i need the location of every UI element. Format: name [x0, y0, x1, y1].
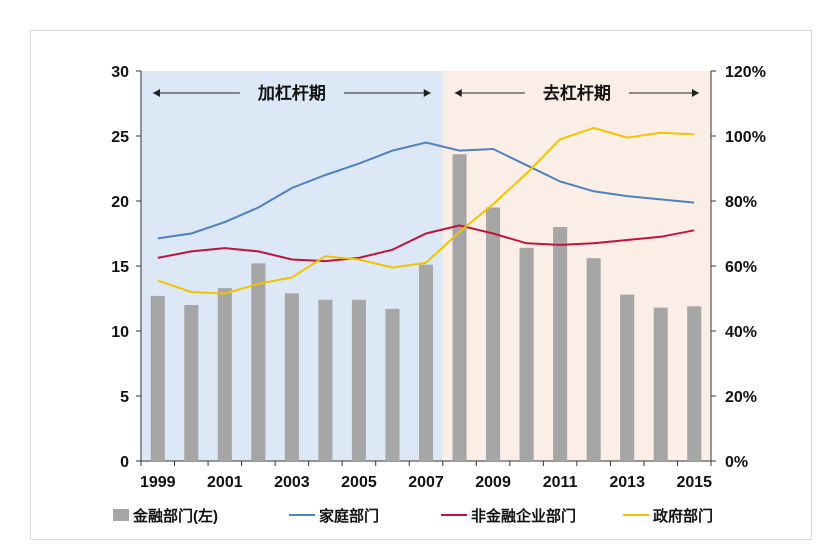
left-tick-label: 15	[111, 259, 129, 276]
x-tick-label: 2015	[676, 474, 712, 491]
region-label: 去杠杆期	[543, 83, 611, 103]
left-tick-label: 10	[111, 324, 129, 341]
right-tick-label: 40%	[725, 324, 757, 341]
region-deleveraging	[442, 71, 711, 461]
bar-2002	[251, 263, 266, 461]
legend-swatch-bar	[113, 509, 129, 521]
series-government-line	[157, 126, 695, 295]
bar-2013	[620, 294, 635, 461]
right-tick-label: 0%	[725, 454, 748, 471]
bar-2001	[217, 288, 232, 461]
series-household-line	[157, 141, 695, 240]
bar-2008	[452, 154, 467, 461]
legend-label: 政府部门	[653, 507, 713, 525]
left-tick-label: 5	[120, 389, 129, 406]
legend-label: 非金融企业部门	[471, 507, 576, 525]
arrowhead-right-icon	[692, 89, 699, 97]
bar-2014	[653, 307, 668, 461]
x-tick-label: 2003	[274, 474, 310, 491]
bar-2015	[687, 306, 702, 461]
x-tick-label: 2001	[207, 474, 243, 491]
right-tick-label: 100%	[725, 129, 766, 146]
bar-2010	[519, 247, 534, 461]
left-tick-label: 20	[111, 194, 129, 211]
bar-2012	[586, 258, 601, 461]
x-tick-label: 2013	[609, 474, 645, 491]
chart: 加杠杆期 去杠杆期 0 5 10 15 20 25 30 0% 20% 40% 60% 80% 100% 12…	[111, 64, 766, 525]
bar-1999	[150, 295, 165, 461]
chart-frame: 加杠杆期 去杠杆期 0 5 10 15 20 25 30 0% 20% 40% 60% 80% 100% 12…	[30, 30, 812, 540]
x-tick-label: 1999	[140, 474, 176, 491]
x-tick-label: 2011	[543, 474, 578, 491]
bar-2000	[184, 305, 199, 461]
x-tick-label: 2005	[341, 474, 377, 491]
right-tick-label: 120%	[725, 64, 766, 81]
bar-2005	[351, 299, 366, 461]
bar-2004	[318, 299, 333, 461]
bar-2009	[486, 207, 501, 461]
right-tick-label: 80%	[725, 194, 757, 211]
arrowhead-left-icon	[153, 89, 160, 97]
bar-2003	[284, 293, 299, 461]
right-tick-label: 20%	[725, 389, 757, 406]
legend-label: 家庭部门	[319, 507, 379, 525]
bar-2007	[418, 264, 434, 461]
region-label: 加杠杆期	[257, 83, 326, 103]
series-nonfinancial-line	[157, 224, 695, 263]
arrowhead-left-icon	[454, 89, 462, 97]
x-tick-label: 2009	[475, 474, 511, 491]
legend-label: 金融部门(左)	[132, 507, 218, 525]
arrowhead-right-icon	[423, 89, 431, 97]
left-tick-label: 30	[111, 64, 129, 81]
left-tick-label: 0	[120, 454, 129, 471]
left-tick-label: 25	[111, 129, 129, 146]
bar-2006	[385, 308, 400, 461]
bar-2011	[553, 227, 568, 461]
right-tick-label: 60%	[725, 259, 757, 276]
x-tick-label: 2007	[408, 474, 444, 491]
